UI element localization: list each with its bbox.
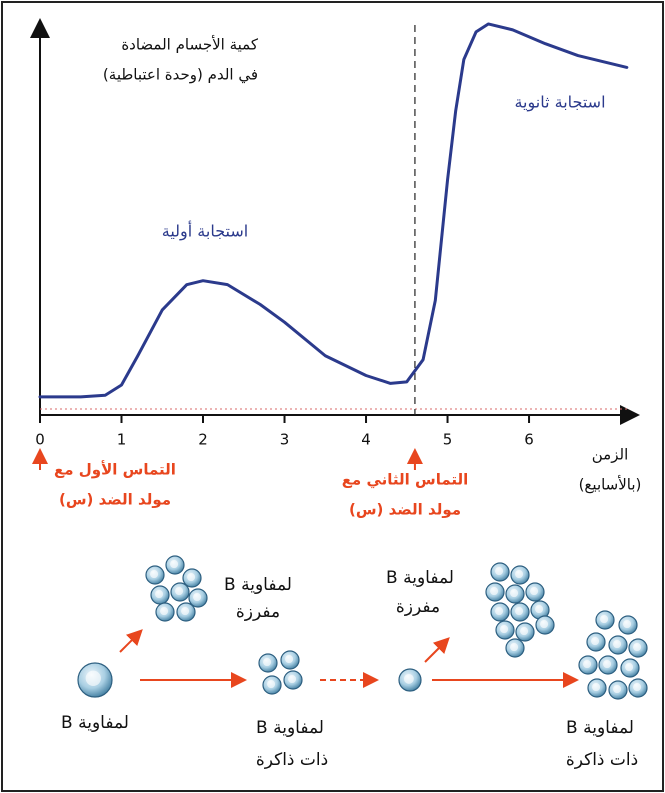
cell-label: لمفاوية B — [566, 718, 634, 738]
x-tick-label: 3 — [280, 431, 290, 449]
exposure-label: التماس الثاني مع — [342, 471, 469, 489]
line-series — [38, 22, 629, 399]
x-axis-label: (بالأسابيع) — [579, 475, 642, 494]
cell-core — [500, 625, 509, 634]
cell-core — [85, 670, 101, 686]
cell-core — [175, 587, 184, 596]
cell-core — [633, 643, 642, 652]
cell-label: ذات ذاكرة — [566, 750, 638, 770]
cell-core — [583, 660, 592, 669]
cell-core — [285, 655, 294, 664]
cell-core — [625, 663, 634, 672]
arrow — [119, 629, 143, 653]
arrow — [424, 637, 450, 663]
cell-label: لمفاوية B — [224, 575, 292, 595]
cell-core — [150, 570, 159, 579]
cell-core — [170, 560, 179, 569]
cell-core — [515, 570, 524, 579]
y-axis-label: في الدم (وحدة اعتباطية) — [103, 66, 258, 85]
cell-core — [540, 620, 549, 629]
x-tick-label: 4 — [361, 431, 371, 449]
cell-core — [187, 573, 196, 582]
cell-core — [600, 615, 609, 624]
cell-core — [613, 685, 622, 694]
cell-core — [193, 593, 202, 602]
cell-label: لمفاوية B — [61, 713, 129, 733]
cell-core — [515, 607, 524, 616]
cell-core — [495, 567, 504, 576]
x-tick-label: 6 — [524, 431, 534, 449]
cell-core — [510, 643, 519, 652]
cell-core — [623, 620, 632, 629]
cell-core — [267, 680, 276, 689]
cell-core — [592, 683, 601, 692]
cell-label: مفرزة — [236, 602, 280, 622]
x-tick-label: 2 — [198, 431, 208, 449]
cell-core — [603, 660, 612, 669]
cell-label: لمفاوية B — [256, 718, 324, 738]
cell-core — [181, 607, 190, 616]
annotation: استجابة أولية — [162, 221, 248, 242]
cell-core — [510, 589, 519, 598]
cell-core — [520, 627, 529, 636]
x-tick-label: 0 — [35, 431, 45, 449]
cell-core — [160, 607, 169, 616]
x-tick-label: 1 — [117, 431, 127, 449]
x-tick-label: 5 — [443, 431, 453, 449]
cell-label: لمفاوية B — [386, 568, 454, 588]
cell-label: ذات ذاكرة — [256, 750, 328, 770]
cell-core — [263, 658, 272, 667]
cell-core — [633, 683, 642, 692]
x-axis-label: الزمن — [592, 446, 628, 464]
cell-core — [490, 587, 499, 596]
cell-core — [530, 587, 539, 596]
cell-core — [403, 673, 414, 684]
cell-core — [535, 605, 544, 614]
annotation: استجابة ثانوية — [514, 93, 605, 113]
cell-core — [591, 637, 600, 646]
cell-core — [288, 675, 297, 684]
cell-label: مفرزة — [396, 597, 440, 617]
cell-core — [495, 607, 504, 616]
y-axis-label: كمية الأجسام المضادة — [121, 35, 259, 54]
cell-core — [155, 590, 164, 599]
cell-core — [613, 640, 622, 649]
exposure-label: مولد الضد (س) — [59, 491, 171, 509]
exposure-label: مولد الضد (س) — [349, 501, 461, 519]
exposure-label: التماس الأول مع — [54, 461, 176, 479]
